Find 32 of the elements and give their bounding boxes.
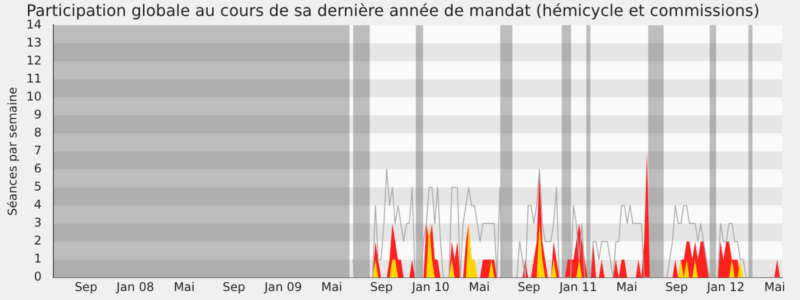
x-tick-label: Mai (321, 280, 342, 294)
y-tick-label: 9 (34, 107, 42, 122)
x-tick-label: Jan 12 (706, 280, 745, 294)
x-tick-label: Mai (174, 280, 195, 294)
y-tick-label: 3 (34, 216, 42, 230)
x-tick-label: Jan 10 (410, 280, 450, 294)
x-tick-label: Jan 11 (558, 280, 598, 294)
x-tick-label: Mai (616, 280, 638, 294)
x-tick-label: Sep (665, 280, 688, 294)
x-tick-label: Mai (468, 280, 490, 294)
x-tick-label: Sep (222, 280, 246, 294)
y-tick-label: 14 (26, 17, 42, 32)
x-tick-label: Jan 08 (116, 280, 154, 294)
y-axis-title: Séances par semaine (5, 87, 20, 216)
y-tick-label: 0 (34, 270, 42, 284)
y-tick-label: 2 (34, 234, 42, 248)
y-tick-label: 12 (26, 53, 42, 68)
y-tick-label: 7 (34, 144, 42, 158)
y-tick-label: 11 (26, 71, 42, 86)
x-tick-label: Mai (764, 280, 786, 294)
y-tick-label: 1 (34, 252, 42, 266)
y-tick-label: 6 (34, 162, 42, 176)
chart-title: Participation globale au cours de sa dernière année de mandat (hémicycle et commissions) (26, 0, 760, 20)
y-tick-label: 13 (26, 35, 42, 50)
y-tick-label: 4 (34, 198, 42, 212)
x-tick-label: Sep (370, 280, 393, 294)
x-tick-label: Sep (74, 280, 98, 294)
y-tick-label: 8 (34, 125, 42, 140)
x-tick-label: Sep (518, 280, 540, 294)
y-tick-label: 5 (34, 180, 42, 194)
y-tick-label: 10 (26, 89, 42, 104)
x-tick-label: Jan 09 (263, 280, 302, 294)
